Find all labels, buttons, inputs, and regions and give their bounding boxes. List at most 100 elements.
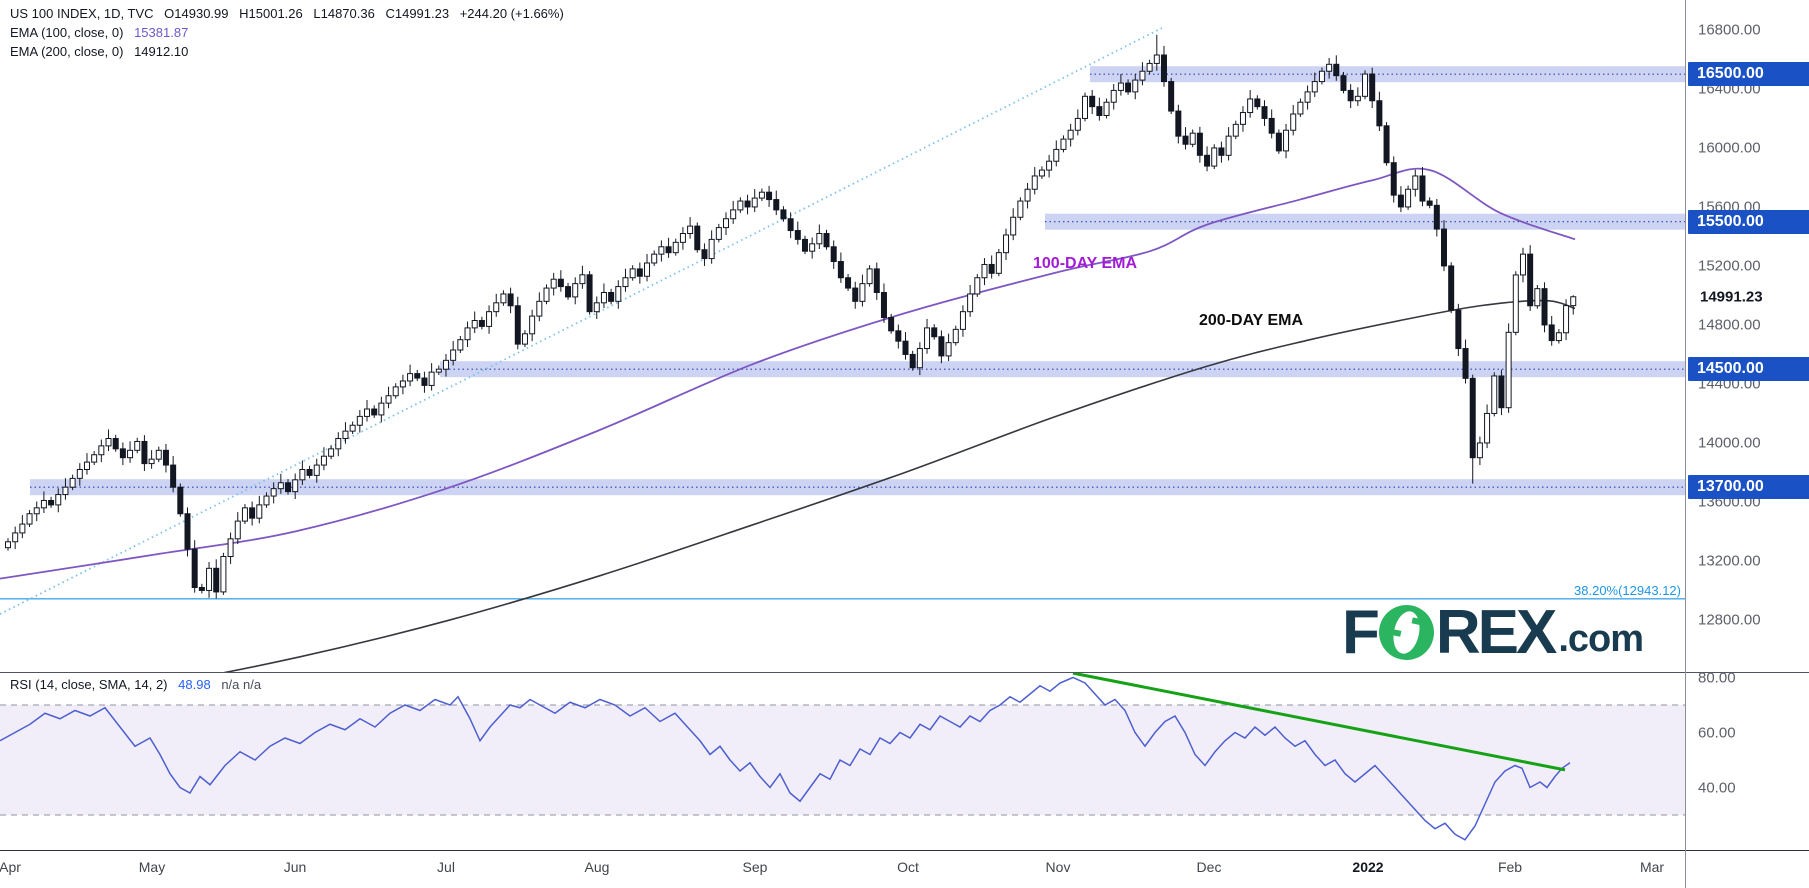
candle-body <box>112 438 119 450</box>
ascending-trendline[interactable] <box>0 27 1163 615</box>
candle-body <box>1290 113 1297 131</box>
candle-body <box>392 386 399 397</box>
month-label-jul[interactable]: Jul <box>437 859 455 875</box>
candle-body <box>809 243 816 252</box>
price-level-badge[interactable]: 15500.00 <box>1688 209 1809 234</box>
month-label-may[interactable]: May <box>138 859 166 875</box>
fib-level-label[interactable]: 38.20%(12943.12) <box>1574 583 1681 598</box>
price-pane[interactable] <box>0 0 1685 672</box>
candle-body <box>1563 305 1570 334</box>
month-label-sep[interactable]: Sep <box>742 859 768 875</box>
time-axis[interactable]: Apr May Jun Jul Aug Sep Oct Nov Dec 2022 Feb Mar <box>0 851 1809 888</box>
rsi-line <box>0 676 1571 841</box>
candle-body <box>507 293 514 307</box>
price-tick-label[interactable]: 12800.00 <box>1698 611 1761 629</box>
rsi-pane[interactable] <box>0 672 1685 850</box>
candle-body <box>1160 54 1167 83</box>
candle-body <box>127 449 134 459</box>
month-label-mar[interactable]: Mar <box>1639 859 1665 875</box>
candle-body <box>1067 129 1074 140</box>
rsi-descending-trendline[interactable] <box>1072 672 1566 772</box>
candle-body <box>1010 216 1017 236</box>
candle-body <box>644 262 651 277</box>
candle-body <box>629 268 636 279</box>
rsi-tick-label[interactable]: 80.00 <box>1698 669 1736 686</box>
candle-body <box>349 424 356 432</box>
high-value: H15001.26 <box>239 6 303 21</box>
ema100-legend-row[interactable]: EMA (100, close, 0) 15381.87 <box>10 24 564 42</box>
forex-logo-f: F <box>1342 597 1380 667</box>
candle-body <box>1476 442 1483 459</box>
month-label-oct[interactable]: Oct <box>897 859 919 875</box>
price-level-badge[interactable]: 14500.00 <box>1688 357 1809 382</box>
candle-body <box>1555 332 1562 342</box>
month-label-apr[interactable]: Apr <box>0 859 21 875</box>
candle-body <box>69 477 76 488</box>
price-tick-label[interactable]: 16000.00 <box>1698 139 1761 157</box>
candle-body <box>751 197 758 208</box>
price-tick-label[interactable]: 14800.00 <box>1698 316 1761 334</box>
ema200-legend-label: EMA (200, close, 0) <box>10 44 124 59</box>
candle-body <box>177 486 184 515</box>
price-axis-border <box>1685 0 1686 888</box>
month-label-dec[interactable]: Dec <box>1196 859 1222 875</box>
open-value: O14930.99 <box>164 6 229 21</box>
month-label-nov[interactable]: Nov <box>1045 859 1071 875</box>
candle-body <box>600 291 607 304</box>
candle-body <box>550 278 557 289</box>
ema100-annotation[interactable]: 100-DAY EMA <box>1033 255 1138 272</box>
candle-body <box>1570 296 1577 307</box>
candle-body <box>1548 324 1555 342</box>
candle-body <box>536 300 543 317</box>
candle-body <box>19 523 26 534</box>
rsi-legend-extra: n/a n/a <box>221 677 262 692</box>
candle-body <box>873 268 880 293</box>
price-tick-label[interactable]: 16800.00 <box>1698 21 1761 39</box>
price-axis[interactable]: 16800.00 16400.00 16000.00 15600.00 15200.00… <box>1686 0 1809 888</box>
month-label-jun[interactable]: Jun <box>283 859 307 875</box>
candle-body <box>1053 148 1060 162</box>
candle-body <box>198 586 205 591</box>
rsi-tick-label[interactable]: 40.00 <box>1698 779 1736 796</box>
candle-body <box>608 291 615 302</box>
candle-body <box>1426 200 1433 206</box>
candle-body <box>191 548 198 588</box>
candle-body <box>256 504 263 519</box>
candle-body <box>1333 63 1340 77</box>
price-zone-band[interactable] <box>30 479 1685 496</box>
price-tick-label[interactable]: 15200.00 <box>1698 257 1761 275</box>
candle-body <box>40 499 47 509</box>
candle-body <box>1318 70 1325 83</box>
rsi-legend-row[interactable]: RSI (14, close, SMA, 14, 2) 48.98 n/a n/… <box>10 677 261 692</box>
candle-body <box>758 191 765 199</box>
candle-body <box>249 507 256 519</box>
last-price-label[interactable]: 14991.23 <box>1698 287 1765 307</box>
price-level-badge[interactable]: 13700.00 <box>1688 475 1809 500</box>
candle-body <box>1354 95 1361 102</box>
month-label-aug[interactable]: Aug <box>584 859 610 875</box>
price-tick-label[interactable]: 13200.00 <box>1698 552 1761 570</box>
ema200-annotation[interactable]: 200-DAY EMA <box>1199 312 1304 329</box>
month-label-2022[interactable]: 2022 <box>1352 859 1384 875</box>
time-axis-separator <box>0 850 1809 851</box>
rsi-tick-label[interactable]: 60.00 <box>1698 724 1736 741</box>
candle-body <box>1182 135 1189 145</box>
ema200-legend-row[interactable]: EMA (200, close, 0) 14912.10 <box>10 43 564 61</box>
symbol-legend-row[interactable]: US 100 INDEX, 1D, TVC O14930.99 H15001.2… <box>10 5 564 23</box>
candle-body <box>845 277 852 289</box>
candle-body <box>959 311 966 330</box>
month-label-feb[interactable]: Feb <box>1497 859 1523 875</box>
candle-body <box>1038 169 1045 177</box>
candle-body <box>1117 82 1124 91</box>
low-value: L14870.36 <box>313 6 375 21</box>
candle-body <box>328 448 335 457</box>
ema100-legend-label: EMA (100, close, 0) <box>10 25 124 40</box>
price-tick-label[interactable]: 14000.00 <box>1698 434 1761 452</box>
price-level-badge[interactable]: 16500.00 <box>1688 62 1809 87</box>
symbol-title[interactable]: US 100 INDEX, 1D, TVC <box>10 6 154 21</box>
candle-body <box>435 368 442 373</box>
pane-separator[interactable] <box>0 672 1809 673</box>
candle-body <box>909 353 916 369</box>
rsi-legend-value: 48.98 <box>178 677 211 692</box>
